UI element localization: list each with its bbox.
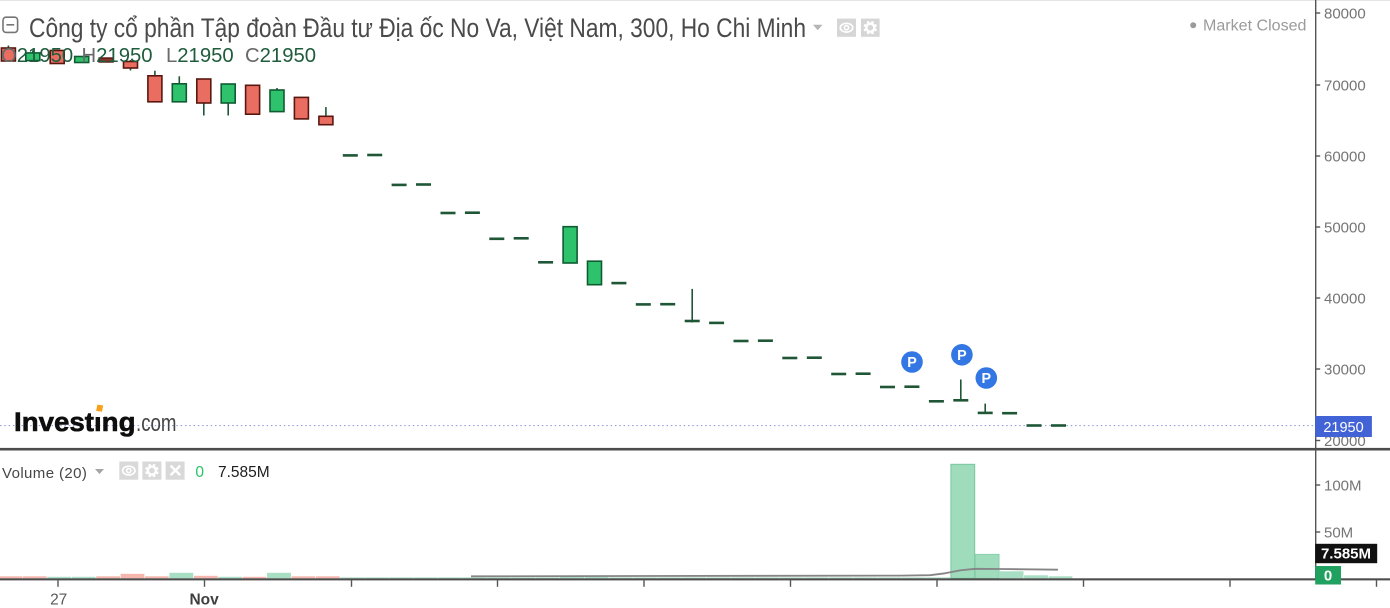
- svg-text:20000: 20000: [1324, 433, 1366, 450]
- svg-text:C21950: C21950: [245, 45, 316, 67]
- svg-text:Volume (20): Volume (20): [2, 465, 87, 482]
- svg-text:40000: 40000: [1324, 290, 1366, 307]
- svg-text:P: P: [907, 355, 917, 371]
- svg-text:7.585M: 7.585M: [1321, 546, 1371, 563]
- svg-text:7.585M: 7.585M: [218, 464, 270, 481]
- svg-text:0: 0: [195, 464, 204, 481]
- svg-text:50M: 50M: [1324, 524, 1353, 541]
- svg-text:60000: 60000: [1324, 148, 1366, 165]
- svg-text:L21950: L21950: [166, 45, 234, 67]
- svg-text:80000: 80000: [1324, 5, 1366, 22]
- svg-text:100M: 100M: [1324, 477, 1362, 494]
- svg-text:P: P: [982, 371, 992, 387]
- svg-text:Nov: Nov: [189, 591, 219, 608]
- svg-text:27: 27: [50, 591, 67, 608]
- svg-text:O21950: O21950: [1, 45, 73, 67]
- svg-text:21950: 21950: [1323, 420, 1363, 436]
- svg-text:Investing: Investing: [14, 407, 136, 437]
- svg-text:0: 0: [1324, 567, 1332, 584]
- svg-text:50000: 50000: [1324, 219, 1366, 236]
- svg-text:P: P: [957, 348, 967, 364]
- svg-text:.com: .com: [136, 410, 177, 437]
- svg-text:70000: 70000: [1324, 77, 1366, 94]
- svg-text:H21950: H21950: [82, 45, 153, 67]
- svg-text:Công ty cổ phần Tập đoàn Đầu t: Công ty cổ phần Tập đoàn Đầu tư Địa ốc N…: [29, 13, 806, 43]
- svg-text:Market Closed: Market Closed: [1203, 18, 1307, 35]
- svg-text:30000: 30000: [1324, 361, 1366, 378]
